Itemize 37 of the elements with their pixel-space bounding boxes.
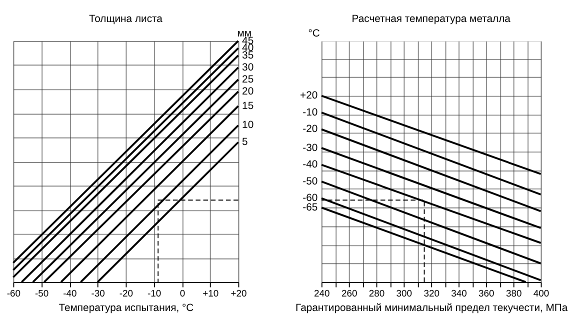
text: °С	[308, 28, 320, 40]
x-tick-label: 0	[180, 288, 186, 300]
x-tick-label: 240	[314, 288, 330, 300]
x-tick-label: -50	[35, 288, 49, 300]
x-tick-label: -40	[63, 288, 77, 300]
x-tick-label: -20	[119, 288, 134, 300]
x-axis-title: Температура испытания, °С	[58, 302, 194, 314]
series-label: -30	[302, 142, 318, 154]
series-label: 5	[242, 137, 248, 148]
x-tick-label: +10	[202, 288, 219, 300]
series-label: 15	[242, 100, 254, 112]
x-tick-label: -10	[148, 288, 162, 300]
series-label: -10	[302, 107, 318, 118]
series-label: 25	[242, 74, 254, 86]
series-label: -20	[302, 124, 318, 136]
series-label: -50	[302, 176, 318, 188]
x-tick-label: 280	[368, 288, 385, 300]
x-tick-label: +20	[230, 288, 247, 300]
series-label: 10	[242, 120, 254, 132]
series-label: 30	[242, 62, 254, 74]
chart-title: Толщина листа	[89, 14, 163, 26]
x-tick-label: 340	[451, 288, 467, 300]
series-label: -40	[302, 160, 318, 171]
x-tick-label: 380	[506, 288, 522, 300]
series-label: -60	[302, 193, 318, 204]
x-axis-title: Гарантированный минимальный предел текучести, МПа	[296, 302, 568, 314]
x-tick-label: 260	[341, 288, 358, 300]
x-tick-label: 360	[478, 288, 494, 300]
x-tick-label: -60	[6, 288, 21, 300]
x-tick-label: -30	[91, 288, 105, 300]
x-tick-label: 400	[533, 288, 550, 300]
chart-title: Расчетная температура металла	[352, 14, 511, 26]
x-tick-label: 300	[396, 288, 412, 300]
series-label: 20	[242, 86, 254, 98]
series-label: +20	[300, 90, 318, 102]
series-label: -65	[302, 202, 318, 214]
x-tick-label: 320	[424, 288, 440, 300]
